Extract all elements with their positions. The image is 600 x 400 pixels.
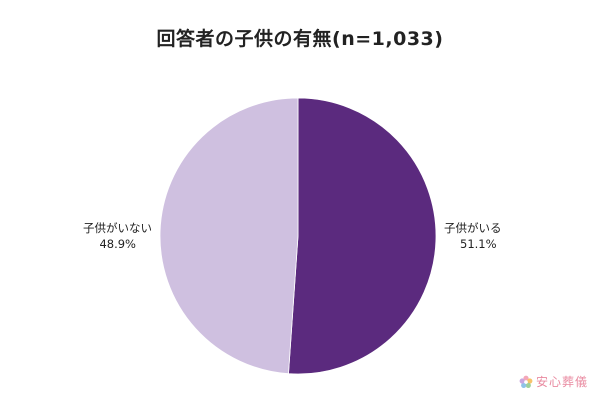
slice-label-value: 48.9%	[99, 237, 136, 251]
watermark-logo: 安心葬儀	[519, 373, 588, 390]
slice-label-name: 子供がいる	[444, 221, 502, 235]
chart-title: 回答者の子供の有無(n=1,033)	[156, 28, 444, 50]
flower-logo-icon	[519, 375, 533, 388]
watermark-text: 安心葬儀	[535, 375, 588, 389]
slice-label-value: 51.1%	[460, 237, 497, 251]
pie-slice-has-children	[288, 97, 437, 375]
pie-slices	[159, 97, 437, 375]
slice-labels: 子供がいる 51.1% 子供がいない 48.9%	[83, 221, 502, 251]
pie-slice-no-children	[159, 97, 299, 375]
slice-label-name: 子供がいない	[83, 221, 152, 235]
